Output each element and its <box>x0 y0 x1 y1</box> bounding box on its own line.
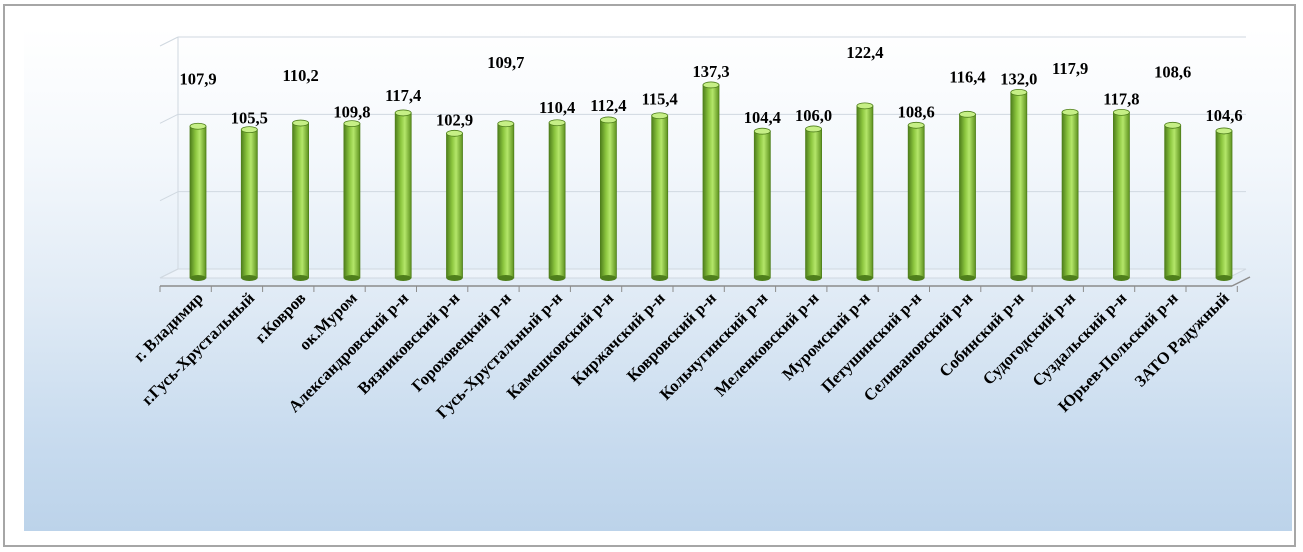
category-labels: г. Владимирг.Гусь-Хрустальныйг.Ковровок.… <box>130 288 1234 422</box>
x-tick-label: Киржачский р-н <box>568 288 669 389</box>
bar <box>292 119 310 281</box>
data-label: 117,9 <box>1052 59 1088 78</box>
data-label: 104,4 <box>744 108 781 127</box>
data-label: 122,4 <box>846 43 883 62</box>
data-label: 107,9 <box>179 69 216 88</box>
x-tick-label: Муромский р-н <box>778 288 874 384</box>
bar <box>907 121 925 281</box>
data-label: 108,6 <box>898 102 935 121</box>
bar <box>1164 121 1182 281</box>
data-label: 117,4 <box>385 86 421 105</box>
bar <box>805 125 822 281</box>
data-label: 110,2 <box>282 66 318 85</box>
data-label: 102,9 <box>436 110 473 129</box>
x-tick-label: ЗАТО Радужный <box>1131 288 1234 391</box>
bar <box>240 126 258 281</box>
bar <box>702 81 720 281</box>
data-labels: 107,9 105,5 110,2 109,8 117,4 102,9 109,7 110,4… <box>179 43 1242 129</box>
data-label: 116,4 <box>949 67 985 86</box>
data-label: 105,5 <box>231 109 268 128</box>
bar <box>1061 108 1079 281</box>
x-tick-label: Судогодский р-н <box>979 288 1080 389</box>
x-tick-label: Суздальский р-н <box>1028 288 1130 390</box>
gridline-side <box>159 113 179 124</box>
data-label: 112,4 <box>590 96 626 115</box>
data-label: 117,8 <box>1103 89 1139 108</box>
data-label: 108,6 <box>1154 62 1191 81</box>
data-label: 106,0 <box>795 106 832 125</box>
bar <box>189 122 207 281</box>
bar <box>1113 108 1130 281</box>
bar <box>1215 127 1233 281</box>
x-tick-label: Ковровский р-н <box>623 288 720 385</box>
bar <box>600 116 617 281</box>
data-label: 115,4 <box>642 90 678 109</box>
data-label: 104,6 <box>1205 106 1242 125</box>
chart-frame <box>3 4 1296 547</box>
bar <box>856 102 874 281</box>
bar <box>959 110 976 281</box>
bar <box>446 129 463 281</box>
x-axis-depth-line <box>1231 276 1251 287</box>
bar <box>343 120 361 281</box>
gridline-side <box>159 36 179 47</box>
bars <box>189 81 1233 281</box>
x-axis <box>159 276 1251 292</box>
data-label: 109,7 <box>487 53 524 72</box>
data-label: 132,0 <box>1000 69 1037 88</box>
bar <box>753 127 771 281</box>
bar <box>394 109 412 281</box>
data-label: 137,3 <box>692 62 729 81</box>
bar <box>1010 89 1028 281</box>
bar <box>497 120 515 281</box>
data-label: 109,8 <box>333 103 370 122</box>
data-label: 110,4 <box>539 98 575 117</box>
bar <box>548 119 566 281</box>
gridline-side <box>159 191 179 202</box>
bar <box>651 112 669 281</box>
